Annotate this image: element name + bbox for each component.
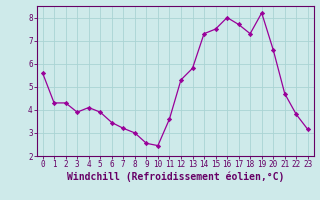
X-axis label: Windchill (Refroidissement éolien,°C): Windchill (Refroidissement éolien,°C) xyxy=(67,172,284,182)
